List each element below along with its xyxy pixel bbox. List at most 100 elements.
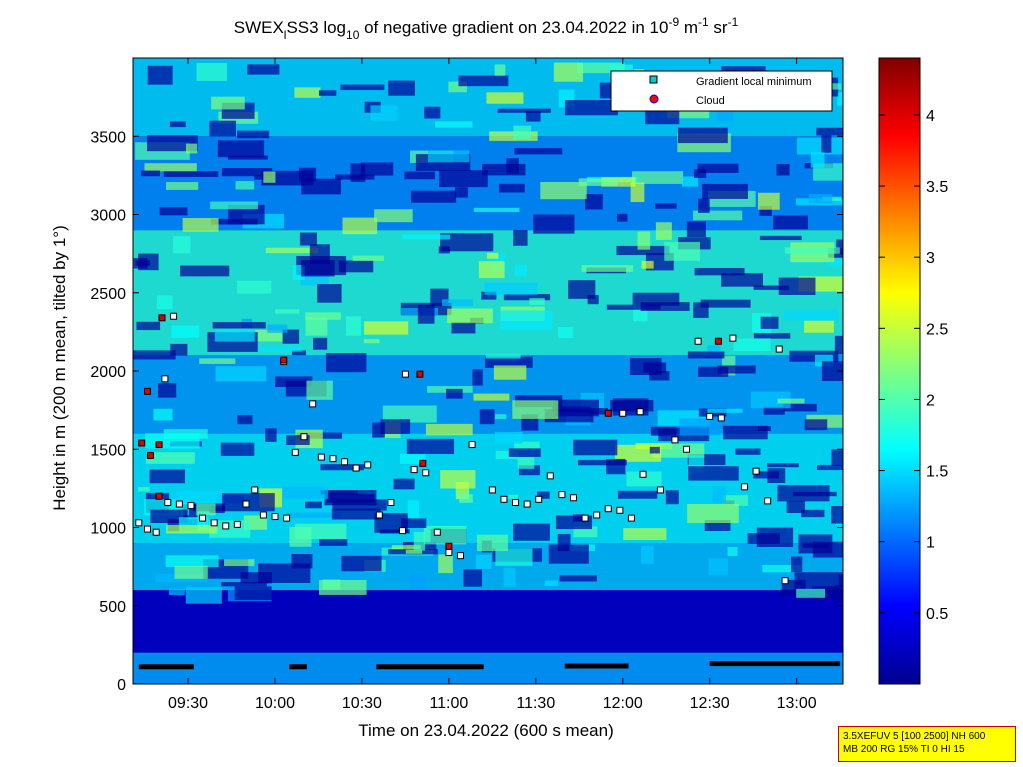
gradient-minimum-marker bbox=[717, 414, 725, 422]
gradient-minimum-marker bbox=[152, 528, 160, 536]
heatmap-cell bbox=[508, 448, 541, 457]
heatmap-cell bbox=[360, 162, 394, 176]
x-axis-label: Time on 23.04.2022 (600 s mean) bbox=[358, 721, 613, 740]
heatmap-cell bbox=[831, 506, 843, 524]
heatmap-cell bbox=[841, 473, 843, 484]
heatmap-cell bbox=[573, 439, 618, 456]
heatmap-cell bbox=[641, 545, 654, 564]
heatmap-cell bbox=[211, 96, 245, 110]
heatmap-cell bbox=[136, 321, 161, 331]
heatmap-cell bbox=[454, 187, 468, 198]
x-tick-label: 11:00 bbox=[429, 695, 468, 712]
heatmap-cell bbox=[217, 140, 265, 158]
heatmap-cell bbox=[693, 169, 707, 178]
gradient-minimum-marker bbox=[581, 514, 589, 522]
colorbar-gradient bbox=[878, 57, 921, 685]
heatmap-cell bbox=[159, 207, 188, 216]
heatmap-cell bbox=[578, 178, 618, 186]
cloud-marker bbox=[280, 356, 288, 364]
heatmap-cell bbox=[482, 163, 526, 176]
gradient-minimum-marker bbox=[410, 466, 418, 474]
heatmap-cell bbox=[721, 66, 766, 74]
heatmap-cell bbox=[707, 345, 721, 356]
cloud-marker bbox=[138, 439, 146, 447]
heatmap-cell bbox=[753, 471, 780, 479]
heatmap-cell bbox=[688, 466, 739, 481]
heatmap-cell bbox=[145, 452, 195, 464]
heatmap-cell bbox=[834, 335, 843, 355]
heatmap-cell bbox=[512, 400, 559, 419]
heatmap-cell bbox=[759, 206, 772, 216]
heatmap-cell bbox=[759, 235, 802, 241]
gradient-minimum-marker bbox=[512, 498, 520, 506]
colorbar-tick-label: 2 bbox=[926, 392, 935, 409]
heatmap-cell bbox=[831, 449, 843, 466]
heatmap-cell bbox=[475, 554, 492, 569]
heatmap-cell bbox=[196, 503, 216, 516]
heatmap-cell bbox=[702, 183, 748, 199]
gradient-minimum-marker bbox=[740, 483, 748, 491]
heatmap-cell bbox=[513, 125, 532, 140]
heatmap-cell bbox=[458, 75, 509, 87]
heatmap-cell bbox=[147, 135, 198, 152]
heatmap-cell bbox=[363, 339, 380, 344]
heatmap-cell bbox=[427, 150, 470, 163]
y-tick-label: 2500 bbox=[90, 286, 126, 303]
heatmap-cell bbox=[801, 509, 825, 518]
heatmap-cell bbox=[756, 527, 794, 547]
gradient-minimum-marker bbox=[170, 312, 178, 320]
legend-box bbox=[610, 70, 833, 112]
colorbar-tick-label: 3 bbox=[926, 250, 935, 267]
heatmap-cell bbox=[614, 444, 662, 462]
heatmap-cell bbox=[224, 559, 255, 567]
heatmap-cell bbox=[133, 350, 176, 360]
heatmap-cell bbox=[499, 310, 553, 331]
heatmap-cell bbox=[665, 490, 679, 505]
heatmap-cell bbox=[235, 181, 255, 190]
heatmap-cell bbox=[606, 304, 661, 310]
heatmap-cell bbox=[712, 486, 727, 504]
heatmap-cell bbox=[393, 478, 415, 490]
heatmap-cell bbox=[514, 441, 540, 450]
cloud-marker bbox=[143, 387, 151, 395]
heatmap-cell bbox=[494, 64, 506, 76]
heatmap-cell bbox=[495, 450, 518, 460]
heatmap-cell bbox=[517, 457, 535, 469]
heatmap-cell bbox=[299, 232, 318, 246]
gradient-minimum-marker bbox=[175, 500, 183, 508]
gradient-minimum-marker bbox=[445, 549, 453, 557]
heatmap-cell bbox=[210, 201, 258, 210]
heatmap-cell bbox=[406, 438, 455, 455]
heatmap-cell bbox=[153, 408, 173, 421]
heatmap-cell bbox=[776, 164, 790, 176]
heatmap-cell bbox=[484, 282, 538, 295]
heatmap-cell bbox=[630, 182, 645, 203]
heatmap-cell bbox=[485, 354, 521, 359]
heatmap-cell bbox=[424, 106, 441, 119]
heatmap-cell bbox=[413, 531, 426, 551]
heatmap-cell bbox=[342, 217, 378, 235]
heatmap-cell bbox=[447, 308, 493, 324]
heatmap-cell bbox=[487, 252, 499, 259]
heatmap-cell bbox=[410, 190, 457, 203]
heatmap-cell bbox=[286, 435, 310, 445]
heatmap-cell bbox=[440, 233, 494, 252]
heatmap-cell bbox=[794, 572, 842, 592]
gradient-minimum-marker bbox=[683, 445, 691, 453]
heatmap-cell bbox=[409, 573, 426, 589]
heatmap-cell bbox=[687, 454, 726, 466]
heatmap-cell bbox=[762, 565, 803, 573]
heatmap-cell bbox=[220, 442, 255, 456]
heatmap-cell bbox=[275, 309, 300, 314]
gradient-minimum-marker bbox=[251, 486, 259, 494]
colorbar-tick-label: 4 bbox=[926, 108, 935, 125]
heatmap-cell bbox=[815, 354, 833, 367]
heatmap-cell bbox=[305, 312, 341, 320]
heatmap-cell bbox=[199, 358, 236, 364]
gradient-minimum-marker bbox=[627, 514, 635, 522]
heatmap-cell bbox=[292, 265, 305, 280]
x-tick-label: 10:30 bbox=[342, 695, 382, 712]
heatmap-cell bbox=[215, 366, 267, 382]
heatmap-cell bbox=[767, 463, 799, 468]
gradient-minimum-marker bbox=[399, 527, 407, 535]
